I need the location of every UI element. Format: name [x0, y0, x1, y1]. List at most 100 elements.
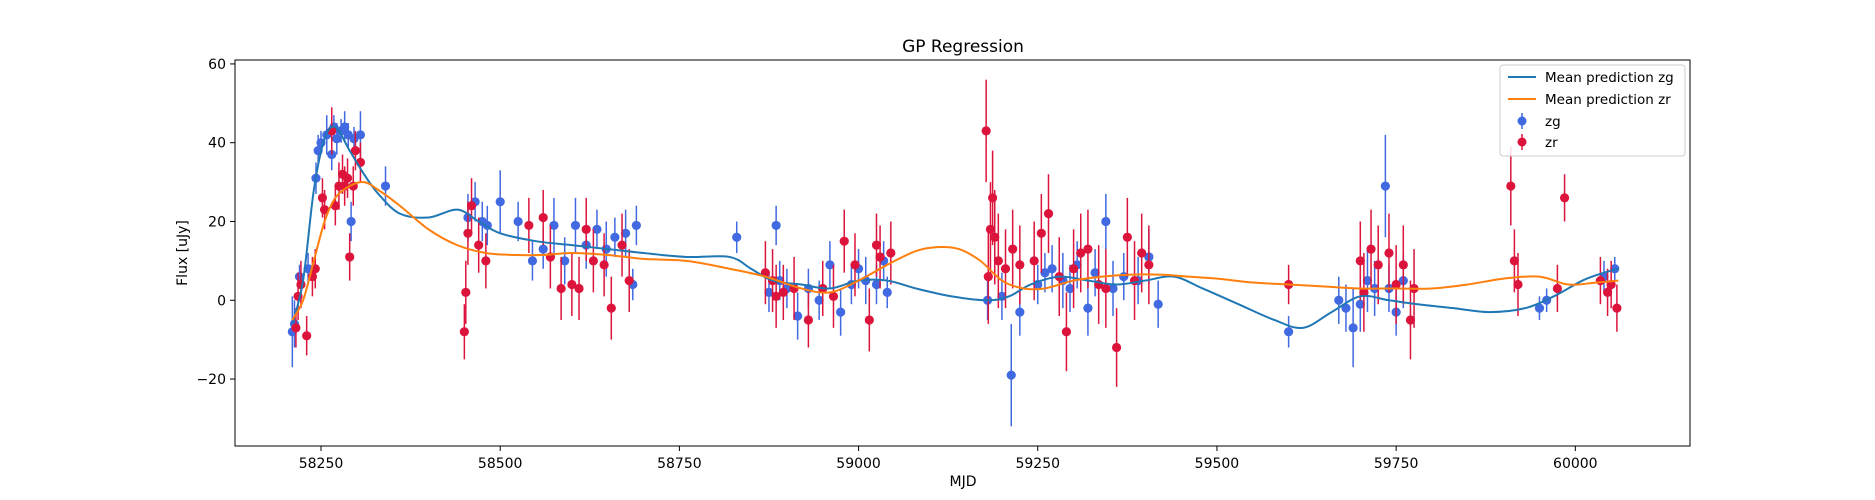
data-point: [1391, 279, 1401, 290]
data-point: [850, 260, 860, 270]
data-point: [1015, 307, 1025, 317]
data-point: [556, 283, 566, 294]
data-point: [828, 291, 839, 301]
data-point: [631, 220, 641, 231]
data-point: [1359, 287, 1369, 297]
y-axis-label: Flux [uJy]: [175, 220, 191, 286]
data-point: [610, 232, 620, 242]
x-axis: 58250 58500 58750 59000 59250 59500 59750 60000: [299, 446, 1598, 472]
data-point: [332, 134, 342, 144]
data-point: [985, 224, 996, 234]
data-point: [803, 315, 813, 325]
data-point: [1559, 193, 1570, 203]
data-point: [1284, 327, 1294, 337]
data-point: [570, 220, 581, 231]
data-point: [1047, 264, 1057, 274]
data-point: [1602, 287, 1613, 297]
x-tick-label: 58250: [299, 456, 344, 472]
data-point: [495, 197, 505, 207]
data-point: [875, 252, 885, 262]
series-layer: [287, 79, 1622, 427]
data-point: [380, 181, 391, 191]
data-point: [1612, 303, 1622, 313]
data-point: [567, 279, 577, 290]
legend-label-zg: zg: [1545, 114, 1561, 130]
data-point: [291, 323, 301, 333]
data-point: [983, 272, 993, 282]
series-zg: [287, 111, 1620, 427]
data-point: [1595, 275, 1606, 286]
y-axis: −20 0 20 40 60: [196, 57, 235, 388]
data-point: [461, 287, 471, 297]
series-zr: [291, 79, 1622, 387]
data-point: [588, 256, 598, 266]
legend-box: [1499, 64, 1686, 157]
data-point: [1043, 209, 1054, 219]
x-tick-label: 59000: [836, 456, 881, 472]
data-point: [1101, 216, 1111, 227]
data-point: [538, 244, 548, 254]
y-tick-label: 20: [208, 214, 226, 230]
data-point: [538, 212, 548, 223]
data-point: [466, 201, 477, 211]
data-point: [1348, 323, 1358, 333]
data-point: [459, 327, 469, 337]
data-point: [864, 315, 874, 325]
data-point: [463, 228, 473, 238]
data-point: [778, 287, 788, 297]
data-point: [871, 240, 882, 250]
data-point: [355, 130, 366, 140]
data-point: [346, 216, 356, 227]
data-point: [302, 331, 312, 341]
data-point: [294, 272, 305, 282]
data-point: [1506, 181, 1516, 191]
data-point: [1137, 248, 1147, 258]
data-point: [1355, 299, 1365, 309]
data-point: [599, 260, 609, 270]
data-point: [513, 216, 523, 227]
data-point: [474, 240, 484, 250]
data-point: [524, 220, 534, 231]
x-tick-label: 59500: [1195, 456, 1240, 472]
legend-label-mean-zr: Mean prediction zr: [1545, 92, 1671, 108]
data-point: [839, 236, 849, 246]
data-point: [882, 287, 892, 297]
data-point: [350, 145, 361, 156]
data-point: [1008, 244, 1018, 254]
data-point: [1366, 244, 1376, 254]
data-point: [1076, 248, 1086, 258]
legend-swatch-zr: [1517, 134, 1527, 150]
data-point: [621, 228, 631, 238]
data-point: [1384, 248, 1394, 258]
data-point: [1040, 268, 1050, 278]
data-point: [1398, 260, 1408, 270]
data-point: [592, 224, 602, 234]
data-point: [793, 311, 803, 321]
data-point: [1000, 264, 1011, 274]
data-point: [1552, 283, 1563, 294]
x-axis-label: MJD: [950, 474, 977, 490]
x-tick-label: 59750: [1374, 456, 1419, 472]
data-point: [342, 173, 353, 183]
data-point: [1405, 315, 1416, 325]
x-tick-label: 60000: [1553, 456, 1598, 472]
data-point: [1380, 181, 1390, 191]
legend-label-mean-zg: Mean prediction zg: [1545, 70, 1674, 86]
data-point: [1153, 299, 1163, 309]
data-point: [1068, 264, 1079, 274]
data-point: [1083, 303, 1093, 313]
data-point: [1029, 256, 1039, 266]
legend: Mean prediction zg Mean prediction zr zg…: [1499, 64, 1686, 157]
data-point: [1065, 283, 1075, 294]
y-tick-label: 60: [208, 57, 226, 73]
x-tick-label: 58750: [657, 456, 702, 472]
data-point: [1341, 303, 1351, 313]
chart-title: GP Regression: [902, 37, 1024, 57]
data-point: [1355, 256, 1365, 266]
data-point: [527, 256, 538, 266]
data-point: [871, 279, 882, 290]
data-point: [886, 248, 896, 258]
data-point: [1015, 260, 1025, 270]
data-point: [1122, 232, 1132, 242]
